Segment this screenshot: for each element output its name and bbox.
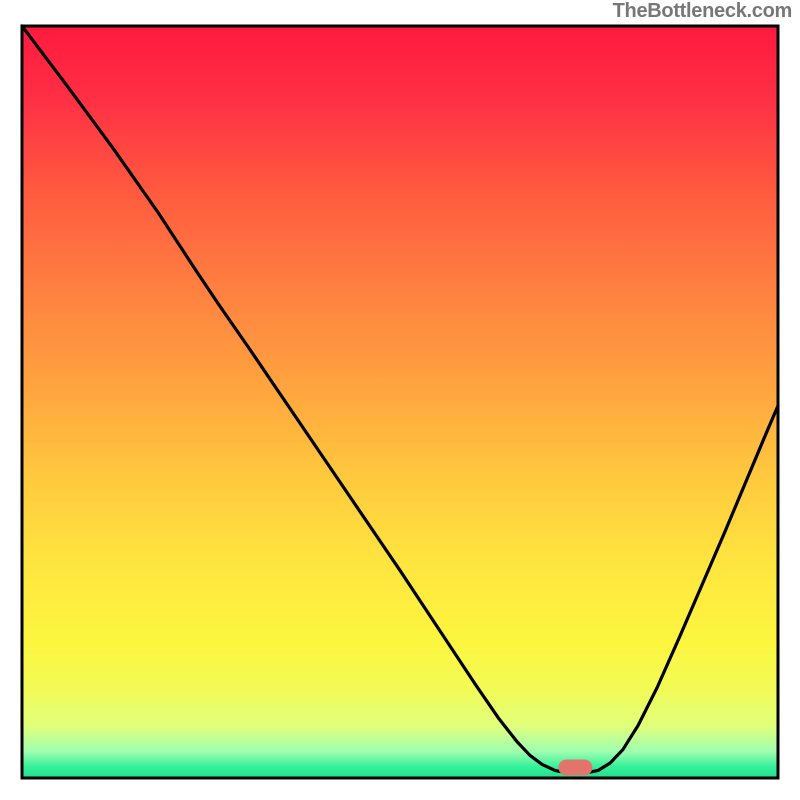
gradient-background xyxy=(22,26,778,778)
chart-container: TheBottleneck.com xyxy=(0,0,800,800)
watermark-label: TheBottleneck.com xyxy=(613,0,792,23)
bottleneck-chart xyxy=(0,0,800,800)
optimum-marker xyxy=(558,759,592,775)
plot-area xyxy=(22,26,778,778)
